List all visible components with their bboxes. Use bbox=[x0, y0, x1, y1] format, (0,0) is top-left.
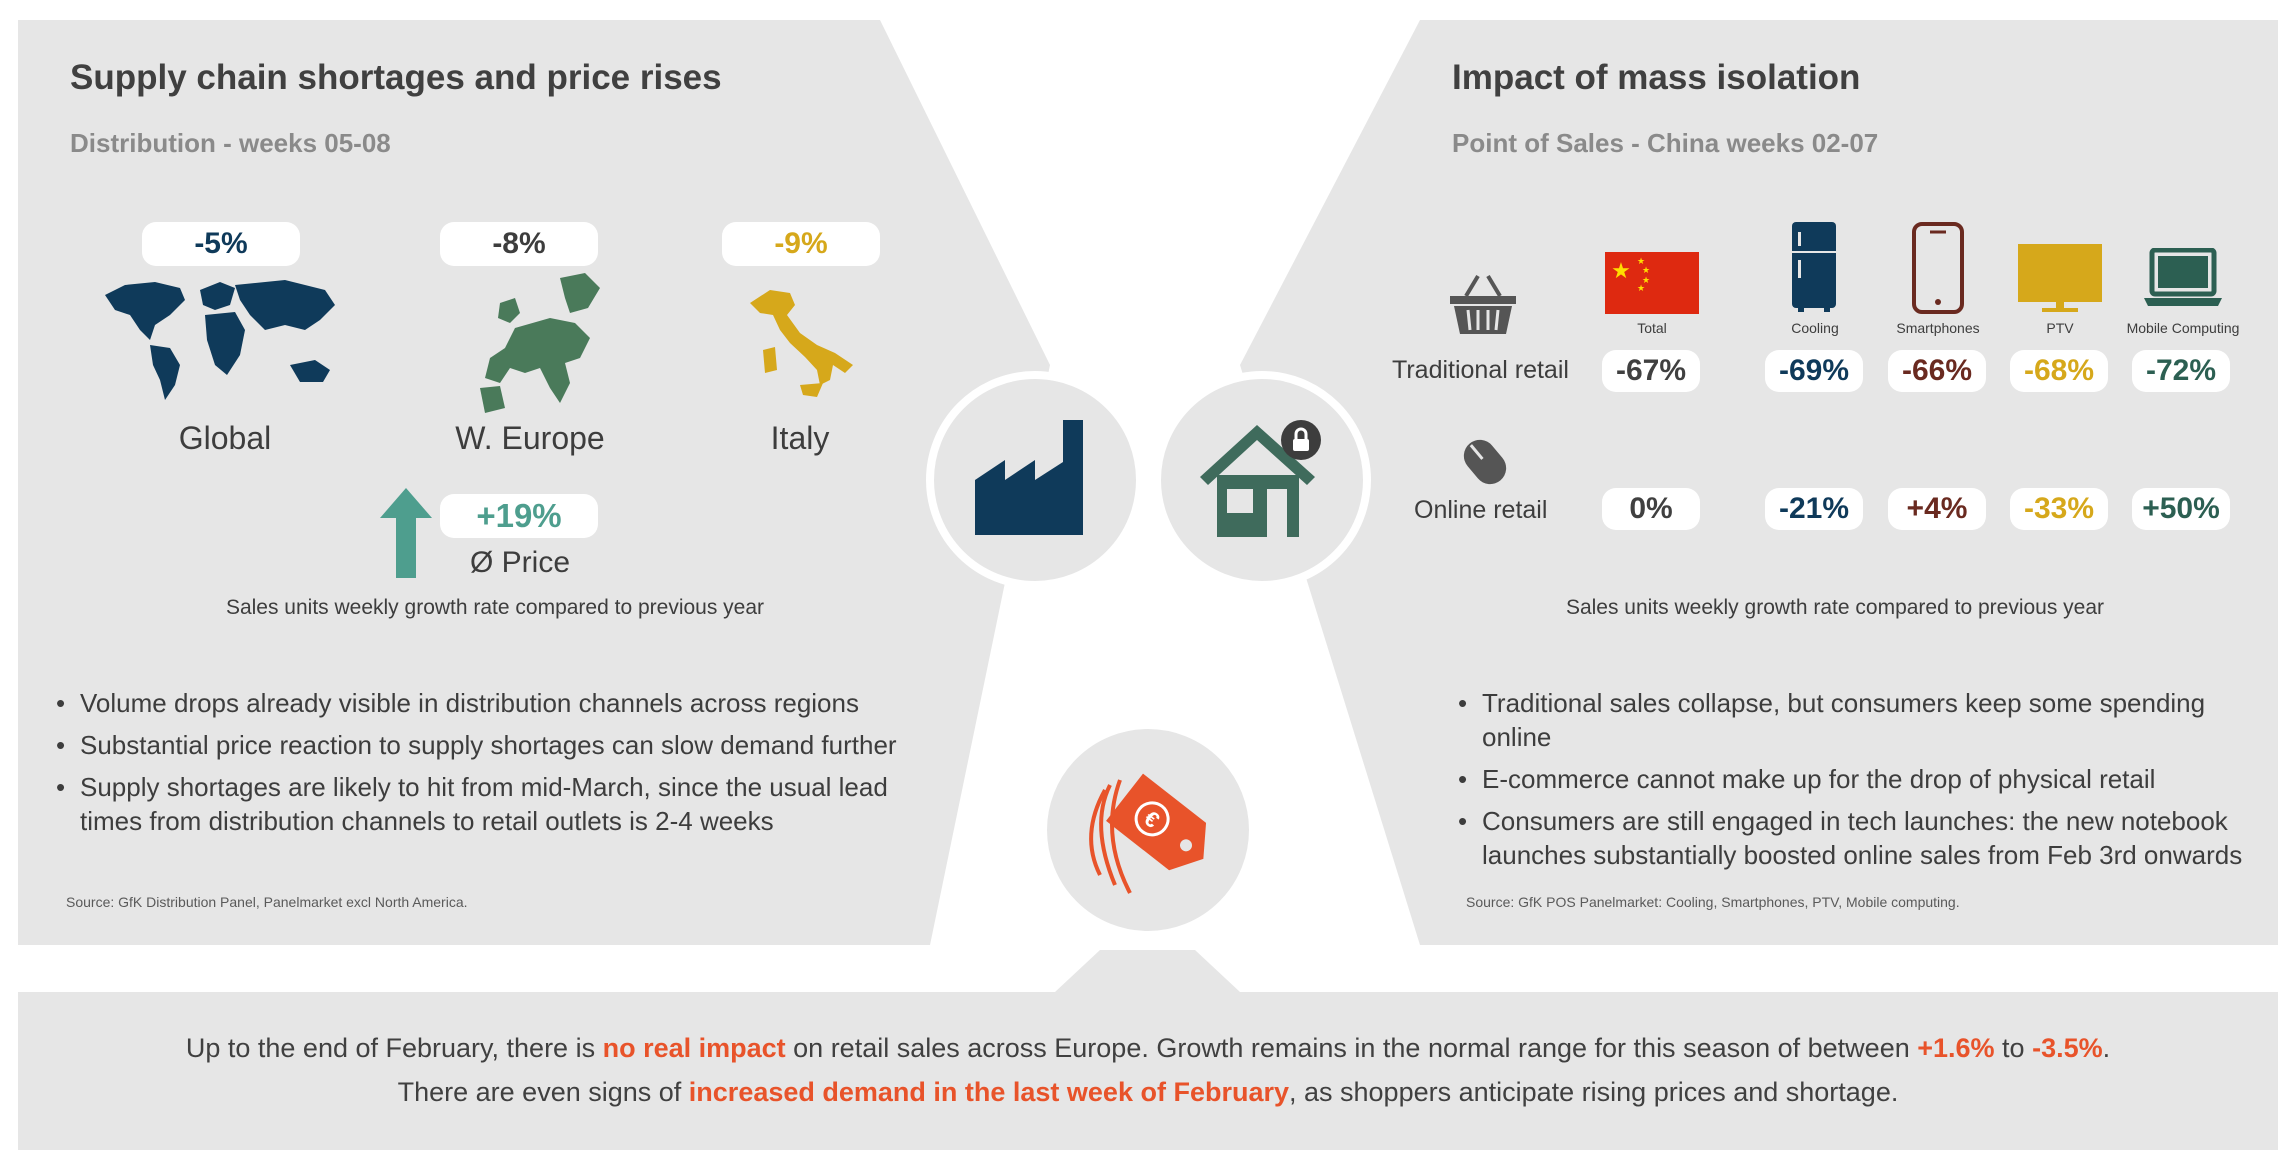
italy-label: Italy bbox=[770, 420, 830, 456]
traditional-mobile-value: -72% bbox=[2132, 350, 2230, 392]
euro-price-tag-icon: € bbox=[1089, 773, 1207, 894]
price-value: +19% bbox=[440, 494, 598, 538]
left-bullet: Substantial price reaction to supply sho… bbox=[56, 728, 936, 762]
footer-highlight: +1.6% bbox=[1917, 1033, 1995, 1063]
left-subtitle: Distribution - weeks 05-08 bbox=[70, 128, 391, 158]
column-label-ptv: PTV bbox=[2046, 320, 2074, 336]
column-label-smartphones: Smartphones bbox=[1896, 320, 1980, 336]
row-label-online: Online retail bbox=[1414, 496, 1548, 524]
price-label: Ø Price bbox=[469, 546, 571, 579]
locked-home-icon bbox=[1200, 420, 1321, 537]
left-source: Source: GfK Distribution Panel, Panelmar… bbox=[66, 894, 468, 910]
fridge-icon bbox=[1792, 222, 1836, 312]
footer-text: . bbox=[2102, 1033, 2111, 1063]
svg-text:★: ★ bbox=[1611, 259, 1631, 284]
right-note: Sales units weekly growth rate compared … bbox=[1565, 596, 2105, 619]
traditional-ptv-value: -68% bbox=[2010, 350, 2108, 392]
online-smartphones-value: +4% bbox=[1888, 488, 1986, 530]
tv-icon bbox=[2018, 244, 2102, 312]
column-label-total: Total bbox=[1637, 320, 1667, 336]
up-arrow-icon bbox=[380, 488, 432, 578]
footer-highlight: -3.5% bbox=[2032, 1033, 2103, 1063]
online-mobile-value: +50% bbox=[2132, 488, 2230, 530]
row-label-traditional: Traditional retail bbox=[1392, 356, 1569, 384]
online-cooling-value: -21% bbox=[1765, 488, 1863, 530]
right-bullet: Consumers are still engaged in tech laun… bbox=[1458, 804, 2248, 872]
right-source: Source: GfK POS Panelmarket: Cooling, Sm… bbox=[1466, 894, 1960, 910]
italy-map-icon bbox=[750, 290, 853, 397]
europe-map-icon bbox=[480, 273, 600, 413]
left-title: Supply chain shortages and price rises bbox=[70, 58, 722, 97]
footer-text: There are even signs of bbox=[397, 1077, 689, 1107]
traditional-total-value: -67% bbox=[1602, 350, 1700, 392]
svg-text:★: ★ bbox=[1642, 266, 1650, 276]
svg-text:★: ★ bbox=[1637, 257, 1645, 267]
right-bullet: E-commerce cannot make up for the drop o… bbox=[1458, 762, 2248, 796]
factory-icon bbox=[975, 420, 1083, 535]
footer-text: to bbox=[1994, 1033, 2033, 1063]
online-ptv-value: -33% bbox=[2010, 488, 2108, 530]
footer-line-1: Up to the end of February, there is no r… bbox=[0, 1033, 2296, 1064]
world-map-icon bbox=[105, 280, 335, 400]
weurope-value: -8% bbox=[440, 222, 598, 266]
smartphone-icon bbox=[1912, 222, 1964, 314]
left-bullet: Supply shortages are likely to hit from … bbox=[56, 770, 936, 838]
online-total-value: 0% bbox=[1602, 488, 1700, 530]
footer-text: , as shoppers anticipate rising prices a… bbox=[1289, 1077, 1899, 1107]
right-bullets: Traditional sales collapse, but consumer… bbox=[1458, 686, 2248, 880]
column-label-mobile-computing: Mobile Computing bbox=[2126, 320, 2240, 336]
column-label-cooling: Cooling bbox=[1791, 320, 1839, 336]
laptop-icon bbox=[2144, 248, 2222, 306]
shopping-basket-icon bbox=[1450, 274, 1516, 334]
computer-mouse-icon bbox=[1463, 439, 1507, 485]
left-note: Sales units weekly growth rate compared … bbox=[225, 596, 765, 619]
traditional-cooling-value: -69% bbox=[1765, 350, 1863, 392]
footer-text: on retail sales across Europe. Growth re… bbox=[785, 1033, 1918, 1063]
traditional-smartphones-value: -66% bbox=[1888, 350, 1986, 392]
global-label: Global bbox=[178, 420, 272, 456]
right-subtitle: Point of Sales - China weeks 02-07 bbox=[1452, 128, 1879, 158]
left-bullet: Volume drops already visible in distribu… bbox=[56, 686, 936, 720]
italy-value: -9% bbox=[722, 222, 880, 266]
footer-text: Up to the end of February, there is bbox=[185, 1033, 603, 1063]
svg-text:★: ★ bbox=[1637, 284, 1645, 294]
footer-highlight: no real impact bbox=[602, 1033, 786, 1063]
bottom-panel bbox=[18, 950, 2278, 1150]
china-flag-icon: ★ ★ ★ ★ ★ bbox=[1605, 252, 1699, 314]
svg-text:★: ★ bbox=[1642, 276, 1650, 286]
right-title: Impact of mass isolation bbox=[1452, 58, 1861, 97]
right-bullet: Traditional sales collapse, but consumer… bbox=[1458, 686, 2248, 754]
footer-line-2: There are even signs of increased demand… bbox=[0, 1077, 2296, 1108]
weurope-label: W. Europe bbox=[455, 420, 605, 456]
footer-highlight: increased demand in the last week of Feb… bbox=[688, 1077, 1289, 1107]
left-bullets: Volume drops already visible in distribu… bbox=[56, 686, 936, 846]
global-value: -5% bbox=[142, 222, 300, 266]
